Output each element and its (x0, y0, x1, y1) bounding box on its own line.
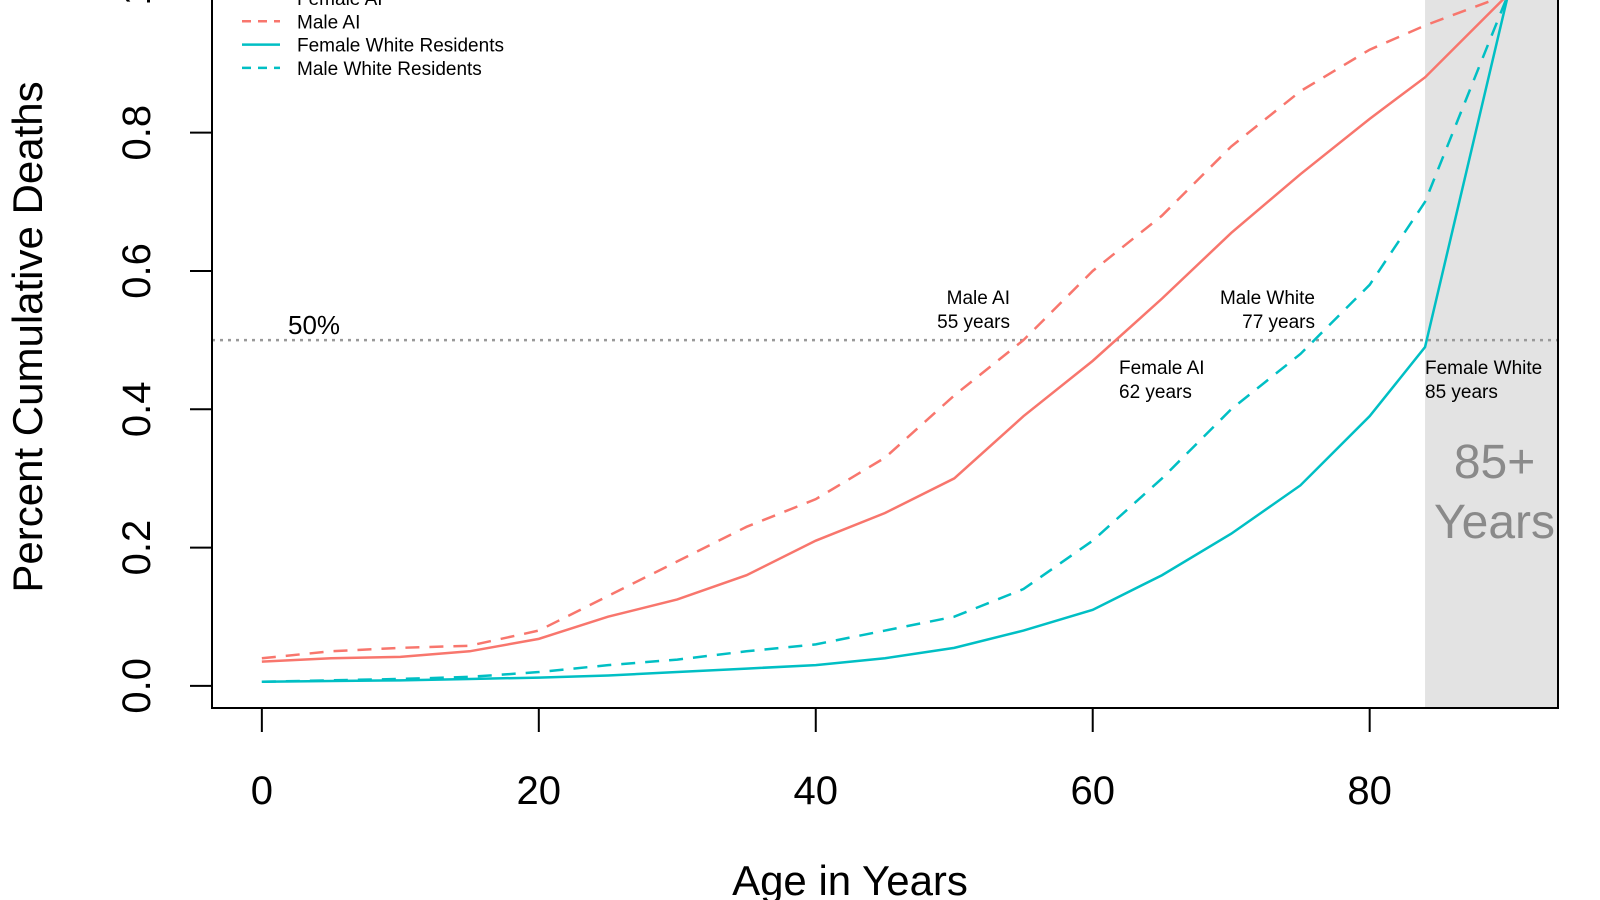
legend-label: Male White Residents (297, 59, 482, 80)
annotation: 55 years (937, 312, 1010, 333)
annotation: 62 years (1119, 382, 1192, 403)
annotation: Male AI (947, 288, 1010, 309)
annotation: Female White (1425, 358, 1542, 379)
y-tick-label: 0.0 (115, 658, 159, 714)
shaded-region (1425, 0, 1558, 709)
legend-label: Female AI (297, 0, 383, 10)
y-tick-label: 0.6 (115, 243, 159, 299)
annotation: 85 years (1425, 382, 1498, 403)
shaded-region-label: 85+ (1454, 436, 1535, 489)
shaded-region-label: Years (1434, 496, 1555, 549)
y-tick-label: 0.8 (115, 105, 159, 161)
series-line (261, 0, 1509, 683)
annotation: Female AI (1119, 358, 1205, 379)
legend-label: Male AI (297, 12, 360, 33)
y-tick-label: 1 (115, 0, 159, 5)
x-tick-label: 80 (1347, 769, 1392, 813)
reference-line-label: 50% (288, 310, 340, 340)
y-axis-label: Percent Cumulative Deaths (4, 81, 51, 592)
y-tick-label: 0.2 (115, 520, 159, 576)
annotation: Male White (1220, 288, 1315, 309)
annotation: 77 years (1242, 312, 1315, 333)
y-tick-label: 0.4 (115, 381, 159, 437)
x-tick-label: 60 (1070, 769, 1115, 813)
x-tick-label: 0 (251, 769, 273, 813)
series-line (261, 0, 1508, 683)
x-tick-label: 20 (517, 769, 562, 813)
x-tick-label: 40 (794, 769, 839, 813)
x-axis-label: Age in Years (732, 857, 968, 900)
series-line (261, 0, 1497, 660)
plot-box (211, 0, 1559, 710)
legend-label: Female White Residents (297, 36, 504, 57)
series-line (261, 0, 1505, 663)
